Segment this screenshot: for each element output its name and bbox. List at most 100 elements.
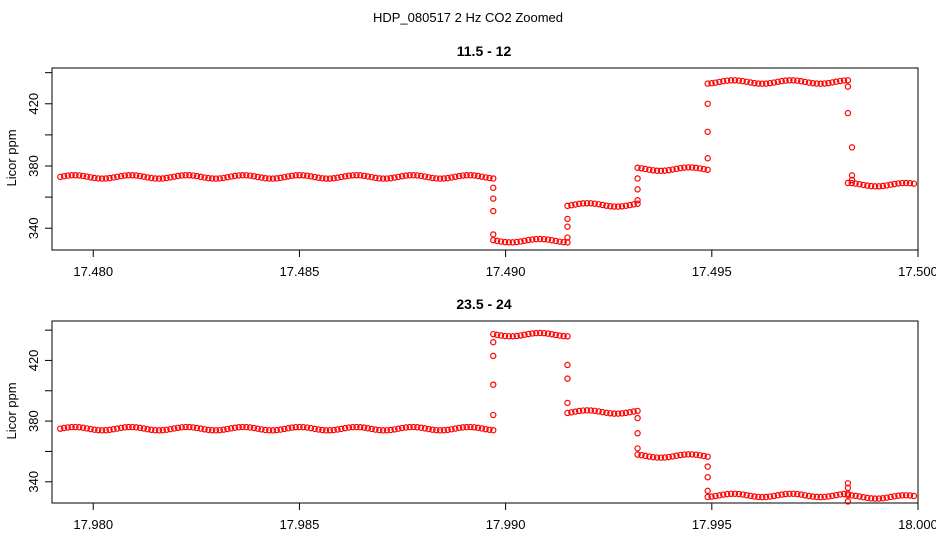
data-point xyxy=(630,408,637,415)
data-point xyxy=(685,451,692,458)
x-tick-label-bottom: 17.980 xyxy=(73,517,113,532)
data-point xyxy=(322,427,330,434)
data-point xyxy=(395,173,402,181)
data-point xyxy=(254,425,261,432)
data-point xyxy=(875,183,883,190)
data-point xyxy=(770,79,778,86)
data-point xyxy=(509,239,516,246)
data-point xyxy=(243,423,250,431)
data-point xyxy=(564,234,571,241)
data-point xyxy=(490,184,497,191)
data-point xyxy=(564,375,571,382)
data-point xyxy=(87,425,94,433)
data-point xyxy=(766,79,774,87)
data-point xyxy=(879,495,887,502)
data-point xyxy=(844,498,852,505)
data-point xyxy=(193,424,201,432)
data-point xyxy=(467,171,474,179)
data-point xyxy=(490,231,497,238)
data-point xyxy=(755,80,762,87)
data-point xyxy=(704,166,711,174)
data-point xyxy=(429,426,436,433)
data-point xyxy=(642,452,649,460)
data-point xyxy=(677,164,684,172)
data-point xyxy=(552,237,559,245)
data-point xyxy=(463,423,470,431)
data-point xyxy=(856,493,863,500)
data-point xyxy=(349,172,356,179)
data-point xyxy=(486,174,493,182)
data-point xyxy=(708,80,715,87)
data-point xyxy=(95,426,102,434)
plot-frame-top xyxy=(51,67,919,251)
data-point xyxy=(805,492,813,500)
data-point xyxy=(501,332,509,340)
data-point xyxy=(383,427,391,434)
data-point xyxy=(739,77,746,85)
data-point xyxy=(436,175,444,182)
data-point xyxy=(148,174,155,182)
data-point xyxy=(201,426,208,433)
data-point xyxy=(193,172,201,180)
data-point xyxy=(178,172,185,179)
data-point xyxy=(801,78,809,86)
data-point xyxy=(197,173,204,181)
data-point xyxy=(163,426,170,433)
data-point xyxy=(265,427,273,434)
data-point xyxy=(821,80,828,87)
data-point xyxy=(330,175,337,182)
data-point xyxy=(345,172,353,179)
data-point xyxy=(433,175,440,182)
data-point xyxy=(167,425,174,433)
data-point xyxy=(235,172,242,179)
data-point xyxy=(417,424,425,431)
data-point xyxy=(879,182,887,190)
data-point xyxy=(170,173,178,180)
data-point xyxy=(891,180,898,188)
data-point xyxy=(727,77,735,84)
data-point xyxy=(902,492,910,499)
data-point xyxy=(307,424,315,432)
data-point xyxy=(133,172,140,179)
y-tick-label-bottom: 340 xyxy=(26,471,41,493)
data-point xyxy=(497,238,505,245)
data-point xyxy=(821,493,828,501)
data-point xyxy=(833,491,840,499)
data-point xyxy=(83,173,91,180)
panel-title-top: 11.5 - 12 xyxy=(457,43,512,59)
data-point xyxy=(372,174,379,182)
plot-frame-bottom xyxy=(51,320,919,504)
data-point xyxy=(735,77,743,84)
data-point xyxy=(649,453,657,461)
data-point xyxy=(809,493,817,500)
data-point xyxy=(704,493,711,501)
data-point xyxy=(556,238,563,245)
data-point xyxy=(887,493,894,501)
data-point xyxy=(227,425,235,432)
data-point xyxy=(402,172,410,179)
data-point xyxy=(125,172,132,179)
data-point xyxy=(334,174,341,181)
data-point xyxy=(307,173,315,180)
data-point xyxy=(568,202,575,209)
data-point xyxy=(564,202,571,210)
data-point xyxy=(575,200,583,208)
panel-top: 11.5 - 12 Licor ppm 17.480 17.485 17.490 17… xyxy=(4,43,936,279)
data-point xyxy=(501,238,509,246)
data-point xyxy=(704,463,711,470)
data-point xyxy=(692,451,700,458)
data-point xyxy=(227,173,235,180)
data-point xyxy=(471,424,478,431)
data-point xyxy=(759,493,766,501)
data-point xyxy=(167,174,174,181)
data-point xyxy=(448,426,455,433)
data-point xyxy=(79,424,87,431)
data-point xyxy=(634,451,641,458)
x-tick-label-bottom: 17.995 xyxy=(692,517,732,532)
data-point xyxy=(564,399,571,407)
data-point xyxy=(174,424,182,431)
data-point xyxy=(755,493,762,501)
y-tick-label-top: 380 xyxy=(26,155,41,177)
data-point xyxy=(533,329,540,337)
data-point xyxy=(402,424,410,431)
